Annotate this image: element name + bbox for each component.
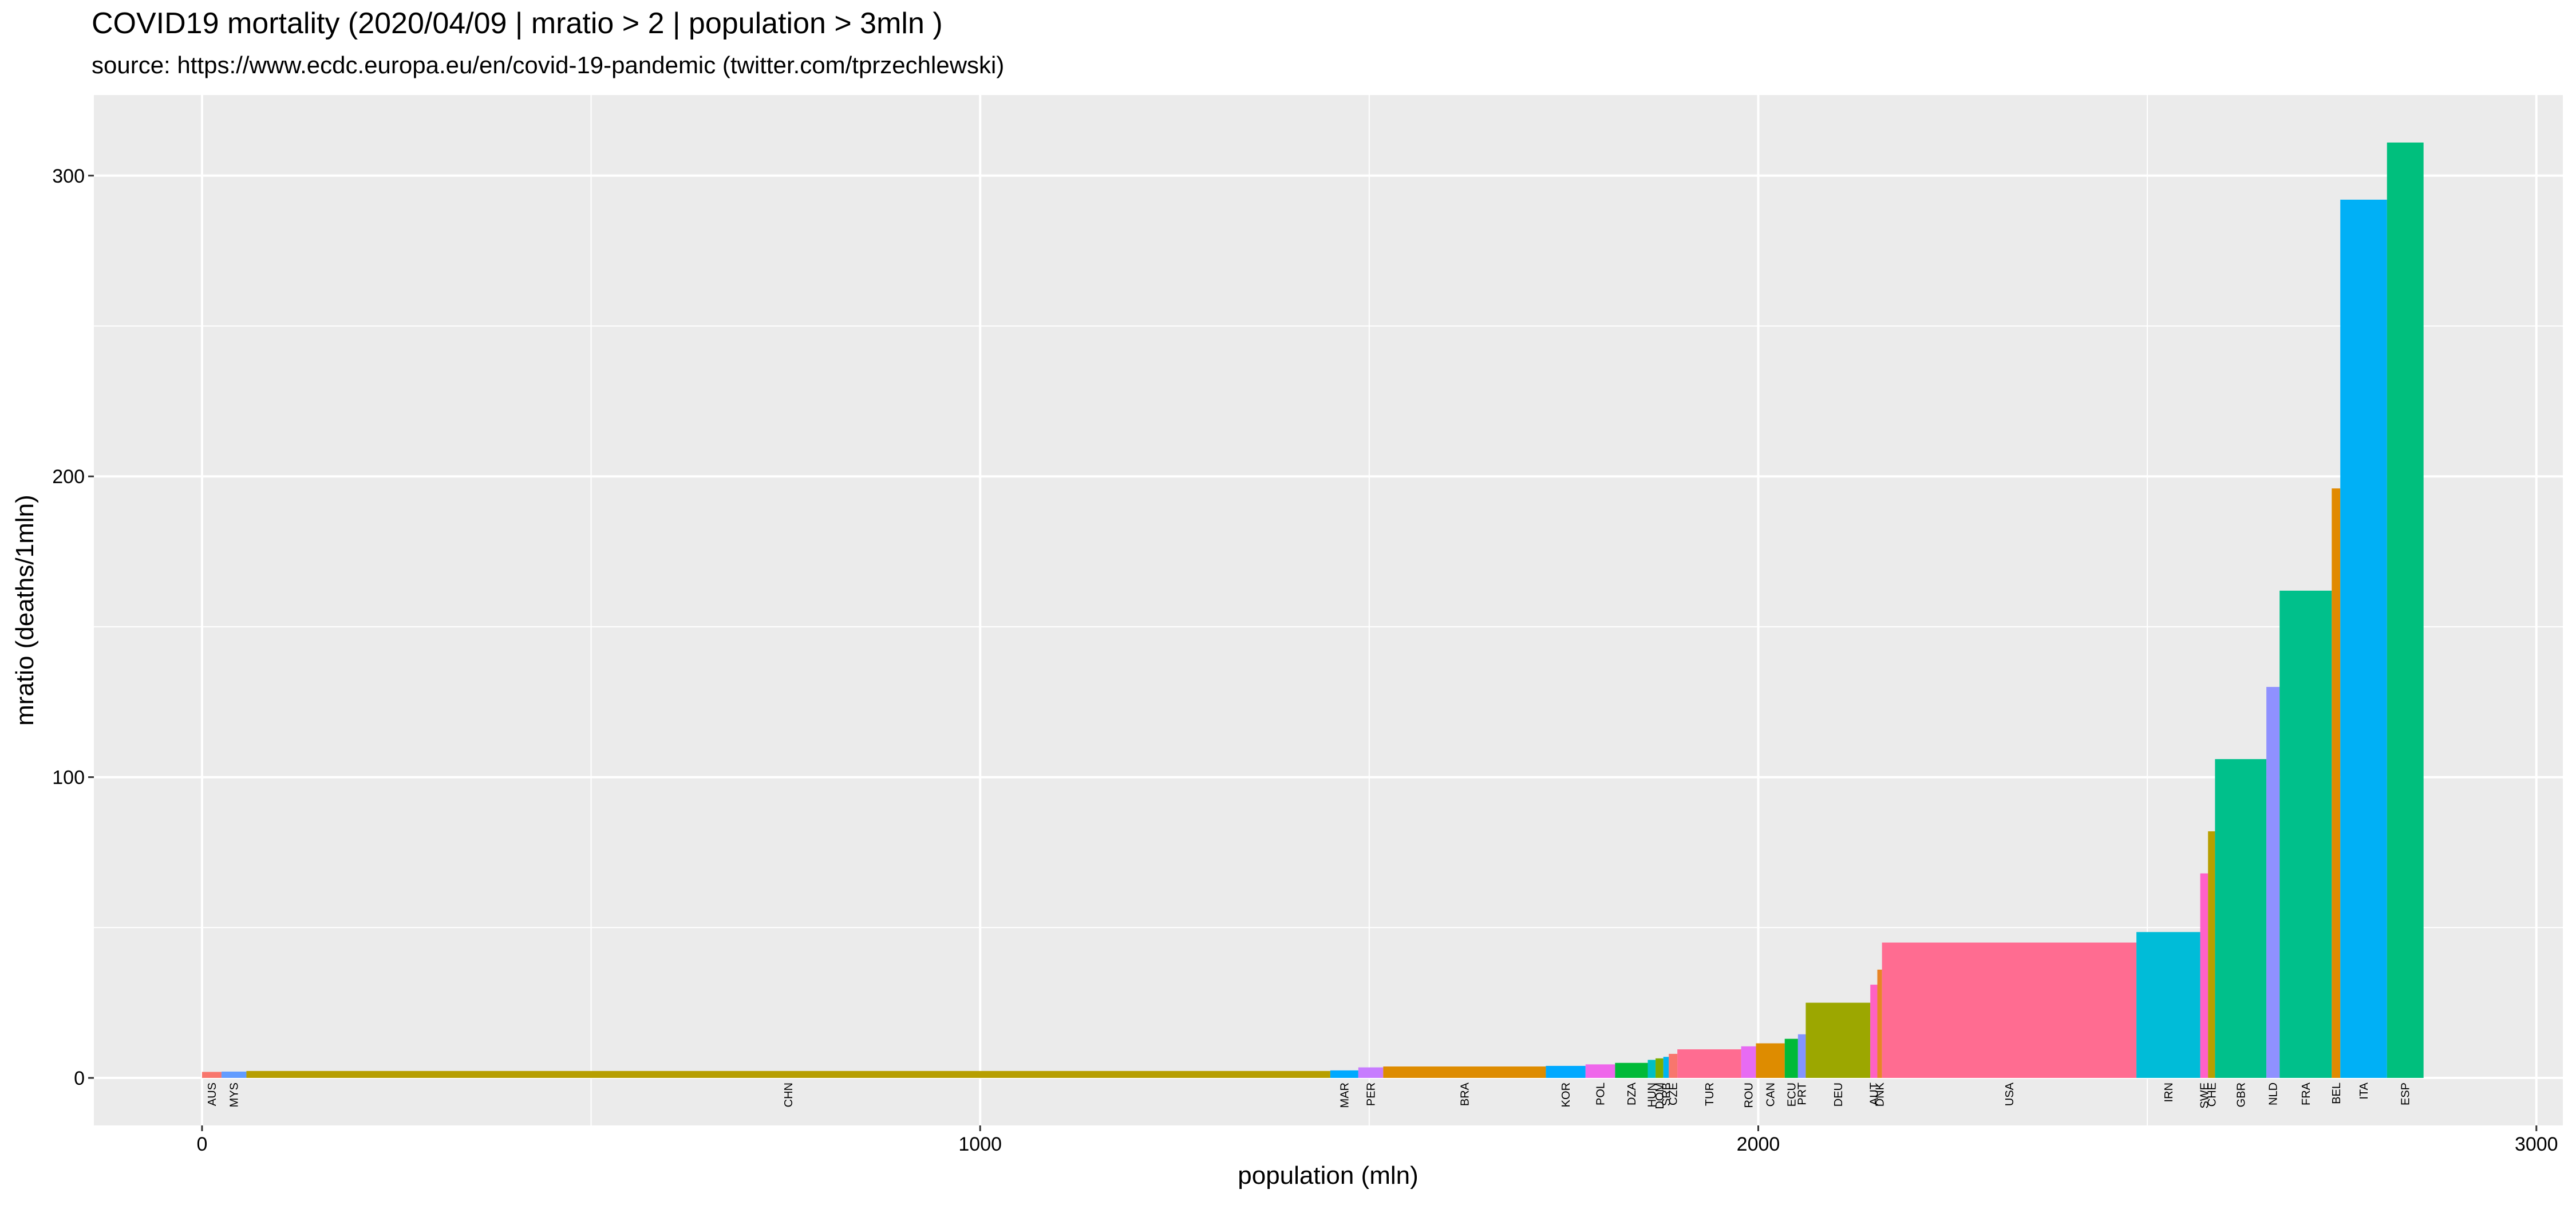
bar-label: CHE xyxy=(2206,1082,2218,1107)
x-tick-label: 1000 xyxy=(958,1133,1002,1155)
y-axis-title: mratio (deaths/1mln) xyxy=(11,495,39,725)
bar-label: ESP xyxy=(2400,1082,2412,1105)
bar xyxy=(2332,488,2341,1078)
bar xyxy=(246,1070,1330,1078)
bar-label: CZE xyxy=(1668,1082,1680,1105)
x-axis-title: population (mln) xyxy=(1238,1161,1419,1190)
bar xyxy=(1585,1064,1615,1078)
y-tick-label: 300 xyxy=(52,165,85,187)
bar-label: MAR xyxy=(1338,1082,1351,1108)
bar-label: IRN xyxy=(2163,1082,2175,1102)
bar-label: CAN xyxy=(1765,1082,1777,1107)
bar-label: FRA xyxy=(2300,1082,2313,1105)
bar-label: DNK xyxy=(1874,1082,1887,1107)
bar xyxy=(2387,143,2424,1078)
bar xyxy=(2279,590,2332,1078)
bar-label: ECU xyxy=(1785,1082,1798,1107)
bar xyxy=(2215,759,2267,1078)
bar-label: PRT xyxy=(1796,1082,1809,1105)
bar xyxy=(1669,1053,1678,1078)
bar-label: SWE xyxy=(2198,1082,2211,1109)
bar xyxy=(1656,1058,1664,1078)
bar-label: BRA xyxy=(1459,1082,1471,1106)
bar xyxy=(2208,831,2215,1078)
bar-label: NLD xyxy=(2267,1082,2280,1105)
bar xyxy=(202,1072,222,1078)
y-tick-label: 100 xyxy=(52,767,85,789)
bar-label: GBR xyxy=(2235,1082,2247,1107)
bar xyxy=(1805,1002,1871,1078)
bar xyxy=(1756,1043,1785,1078)
bar-label: DZA xyxy=(1626,1082,1638,1105)
y-tick-label: 200 xyxy=(52,466,85,488)
bar xyxy=(1330,1070,1358,1078)
x-tick-label: 0 xyxy=(196,1133,207,1155)
bar-label: AUT xyxy=(1868,1082,1880,1105)
bar xyxy=(1663,1057,1669,1078)
bar xyxy=(2136,932,2200,1078)
bar xyxy=(2266,686,2280,1078)
bar-label: ITA xyxy=(2358,1082,2370,1099)
bar xyxy=(1797,1034,1806,1078)
bar xyxy=(1546,1065,1586,1078)
x-tick-label: 3000 xyxy=(2515,1133,2558,1155)
bar-label: TUR xyxy=(1704,1082,1716,1106)
bar xyxy=(1677,1049,1741,1078)
bar xyxy=(1784,1038,1798,1078)
bar xyxy=(1615,1062,1648,1078)
bar xyxy=(221,1071,247,1078)
bar xyxy=(1358,1067,1384,1078)
bar-label: KOR xyxy=(1560,1082,1573,1107)
bar-label: USA xyxy=(2004,1082,2016,1106)
bar xyxy=(1877,969,1882,1078)
x-tick-label: 2000 xyxy=(1737,1133,1780,1155)
chart-subtitle: source: https://www.ecdc.europa.eu/en/co… xyxy=(92,52,1004,78)
bar-label: DOM xyxy=(1654,1082,1666,1109)
bar xyxy=(1647,1060,1656,1078)
bar-label: ROU xyxy=(1743,1082,1756,1108)
bar xyxy=(2340,199,2387,1078)
y-tick-label: 0 xyxy=(74,1068,85,1089)
bar-label: SRB xyxy=(1660,1082,1673,1106)
bar-label: HUN xyxy=(1646,1082,1658,1107)
bar-label: MYS xyxy=(228,1082,241,1107)
bar-label: POL xyxy=(1595,1082,1607,1105)
bar-label: BEL xyxy=(2330,1082,2343,1104)
chart-title: COVID19 mortality (2020/04/09 | mratio >… xyxy=(92,7,943,40)
bar xyxy=(2200,873,2208,1078)
bar-label: DEU xyxy=(1832,1082,1845,1107)
bar xyxy=(1870,985,1878,1078)
bar xyxy=(1741,1046,1756,1078)
bar-label: PER xyxy=(1365,1082,1378,1106)
bar xyxy=(1882,942,2137,1078)
bar-label: CHN xyxy=(783,1082,795,1107)
bar-label: AUS xyxy=(206,1082,219,1106)
bar xyxy=(1383,1066,1546,1078)
